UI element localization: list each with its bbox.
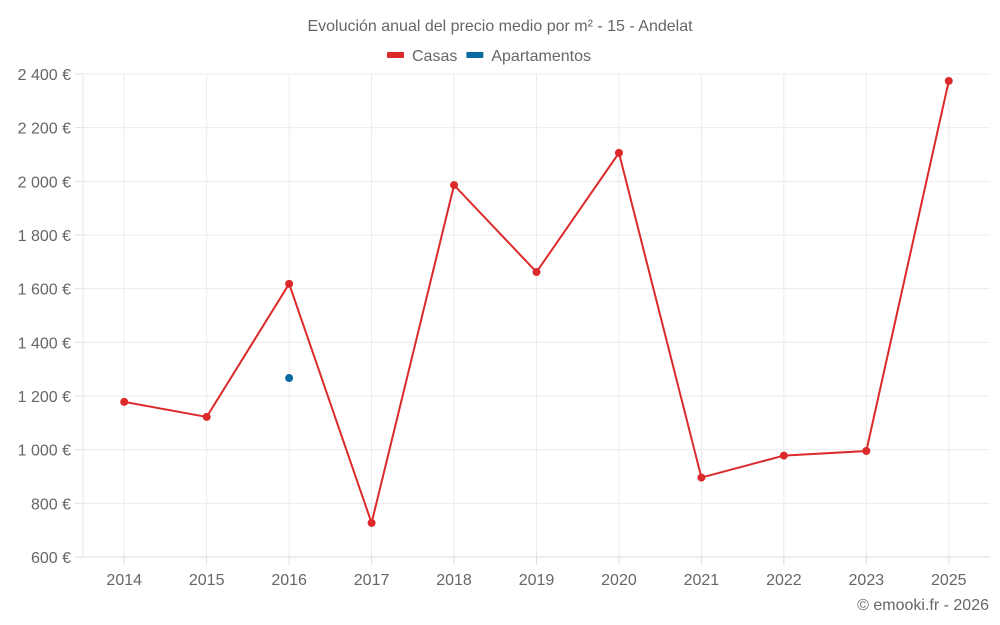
x-tick-label: 2022 <box>766 572 802 589</box>
y-tick-label: 1 800 € <box>18 228 71 245</box>
x-tick-label: 2021 <box>684 572 720 589</box>
data-point[interactable] <box>532 268 541 277</box>
data-point[interactable] <box>450 181 459 190</box>
x-tick-label: 2017 <box>354 572 390 589</box>
data-point[interactable] <box>944 76 953 85</box>
x-axis: 2014 2015 2016 2017 2018 2019 2020 2021 2022 2023… <box>83 556 990 589</box>
grid-lines <box>83 73 990 557</box>
x-tick-label: 2025 <box>931 572 967 589</box>
data-point[interactable] <box>285 374 294 383</box>
x-tick-label: 2020 <box>601 572 637 589</box>
data-point[interactable] <box>779 451 788 460</box>
data-point[interactable] <box>202 412 211 421</box>
y-tick-label: 1 600 € <box>18 282 71 299</box>
legend-item-casas[interactable]: Casas <box>387 48 457 65</box>
credit-text: © emooki.fr - 2026 <box>857 597 989 614</box>
y-tick-label: 1 000 € <box>18 443 71 460</box>
x-tick-label: 2019 <box>519 572 555 589</box>
legend-label: Apartamentos <box>491 48 591 65</box>
x-tick-label: 2015 <box>189 572 225 589</box>
legend-swatch-icon <box>466 52 484 58</box>
legend-label: Casas <box>412 48 457 65</box>
data-point[interactable] <box>862 447 871 456</box>
y-tick-label: 2 200 € <box>18 121 71 138</box>
x-tick-label: 2018 <box>436 572 472 589</box>
y-tick-label: 1 200 € <box>18 389 71 406</box>
series-layer <box>120 76 953 527</box>
legend: Casas Apartamentos <box>387 48 591 65</box>
y-tick-label: 2 400 € <box>18 67 71 84</box>
x-tick-label: 2014 <box>106 572 142 589</box>
y-tick-label: 1 400 € <box>18 335 71 352</box>
data-point[interactable] <box>367 518 376 527</box>
legend-item-apartamentos[interactable]: Apartamentos <box>466 48 591 65</box>
data-point[interactable] <box>285 279 294 288</box>
legend-swatch-icon <box>387 52 404 58</box>
data-point[interactable] <box>697 473 706 482</box>
data-point[interactable] <box>120 397 129 406</box>
y-tick-label: 800 € <box>31 496 71 513</box>
y-tick-label: 2 000 € <box>18 174 71 191</box>
series-casas <box>120 76 953 527</box>
y-axis: 600 € 800 € 1 000 € 1 200 € 1 400 € 1 600 € 1 … <box>18 67 84 567</box>
data-point[interactable] <box>614 148 623 157</box>
chart-title: Evolución anual del precio medio por m² … <box>307 18 693 35</box>
x-tick-label: 2023 <box>849 572 885 589</box>
x-tick-label: 2016 <box>271 572 307 589</box>
series-apartamentos <box>285 374 294 383</box>
y-tick-label: 600 € <box>31 550 71 567</box>
